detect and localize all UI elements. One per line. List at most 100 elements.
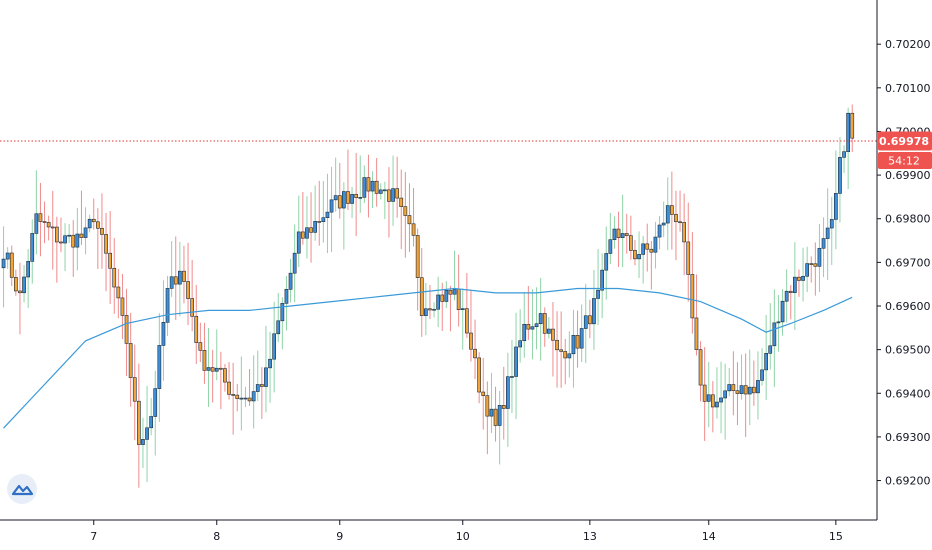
tradingview-cloud-glyph xyxy=(11,484,34,496)
candle-body xyxy=(30,233,35,262)
price-tick-label: 0.69900 xyxy=(885,169,931,182)
candle-body xyxy=(288,272,293,290)
candle-body xyxy=(9,252,14,278)
candle-body xyxy=(833,193,838,220)
price-axis[interactable]: 0.702000.701000.700000.699000.698000.697… xyxy=(877,38,931,488)
candle-body xyxy=(559,349,563,352)
candle-body xyxy=(169,276,174,289)
candle-body xyxy=(534,323,539,328)
candle-body xyxy=(100,227,104,235)
candle-body xyxy=(821,238,826,249)
candle-body xyxy=(694,317,699,350)
candle-body xyxy=(300,231,305,239)
candle-body xyxy=(104,234,108,254)
candle-body xyxy=(317,221,322,223)
candle-body xyxy=(108,252,112,269)
candle-body xyxy=(309,227,313,233)
candle-body xyxy=(42,221,47,223)
candle-body xyxy=(838,157,842,194)
candle-body xyxy=(747,386,752,395)
candle-body xyxy=(444,290,449,302)
candle-body xyxy=(120,297,125,316)
candle-body xyxy=(362,177,367,198)
candle-body xyxy=(657,224,662,238)
candle-body xyxy=(772,322,777,347)
candle-body xyxy=(235,394,240,399)
time-axis-background[interactable] xyxy=(0,520,932,550)
candle-body xyxy=(842,151,846,158)
candle-body xyxy=(776,321,781,324)
candle-body xyxy=(419,277,424,316)
time-axis[interactable]: 7 8 9 10 13 14 15 xyxy=(90,520,843,543)
candle-body xyxy=(514,346,518,377)
candle-body xyxy=(296,231,301,254)
candle-body xyxy=(378,189,383,194)
candle-body xyxy=(34,213,39,234)
candle-body xyxy=(510,376,514,378)
candle-body xyxy=(485,395,490,417)
candle-body xyxy=(825,227,830,239)
candle-body xyxy=(403,206,408,216)
candle-body xyxy=(546,328,551,334)
candle-body xyxy=(702,384,707,402)
candle-body xyxy=(161,322,166,346)
candle-body xyxy=(374,180,379,194)
current-price-label: 0.69978 xyxy=(879,135,929,148)
tradingview-logo[interactable] xyxy=(7,474,37,504)
price-tick-label: 0.69400 xyxy=(885,387,931,400)
candle-body xyxy=(801,275,805,281)
candle-body xyxy=(280,303,285,322)
candle-body xyxy=(780,300,785,323)
candle-body xyxy=(637,254,641,260)
candle-body xyxy=(723,390,727,399)
candle-body xyxy=(391,188,395,202)
candle-body xyxy=(67,234,71,237)
candle-body xyxy=(710,394,715,408)
candle-body xyxy=(333,195,338,201)
candle-body xyxy=(223,368,227,383)
candle-body xyxy=(325,211,330,218)
candle-body xyxy=(259,384,264,387)
candle-body xyxy=(604,253,609,271)
candle-body xyxy=(210,367,215,372)
candle-body xyxy=(764,353,768,371)
price-tick-label: 0.69700 xyxy=(885,256,931,269)
candle-body xyxy=(797,276,801,281)
candle-body xyxy=(661,222,666,226)
candle-body xyxy=(756,380,760,394)
candle-body xyxy=(96,221,100,229)
candle-body xyxy=(182,270,186,282)
candle-body xyxy=(87,218,92,229)
candle-body xyxy=(137,400,141,445)
candle-body xyxy=(399,197,404,207)
candle-body xyxy=(686,241,691,275)
countdown-tag[interactable]: 54:12 xyxy=(878,152,932,170)
candle-body xyxy=(411,223,416,236)
candle-body xyxy=(715,401,719,408)
candle-body xyxy=(124,315,129,344)
candle-body xyxy=(674,214,678,223)
candle-body xyxy=(579,328,584,349)
candle-body xyxy=(784,290,789,302)
candle-body xyxy=(26,261,31,278)
candle-body xyxy=(91,218,96,223)
candle-body xyxy=(71,234,76,248)
candle-body xyxy=(251,391,256,402)
candle-body xyxy=(337,195,342,209)
price-tick-label: 0.69500 xyxy=(885,344,931,357)
candle-body xyxy=(358,197,363,199)
candle-body xyxy=(59,241,63,244)
candle-body xyxy=(678,221,682,224)
candle-body xyxy=(706,394,711,402)
candle-body xyxy=(79,233,84,238)
price-tick-label: 0.69800 xyxy=(885,213,931,226)
current-price-tag[interactable]: 0.69978 xyxy=(878,131,932,151)
countdown-label: 54:12 xyxy=(888,155,920,168)
candle-body xyxy=(805,263,809,277)
time-tick-label: 10 xyxy=(456,530,470,543)
candle-body xyxy=(243,397,248,400)
price-axis-background[interactable] xyxy=(877,0,932,520)
candle-body xyxy=(592,298,596,325)
candle-body xyxy=(505,376,510,409)
